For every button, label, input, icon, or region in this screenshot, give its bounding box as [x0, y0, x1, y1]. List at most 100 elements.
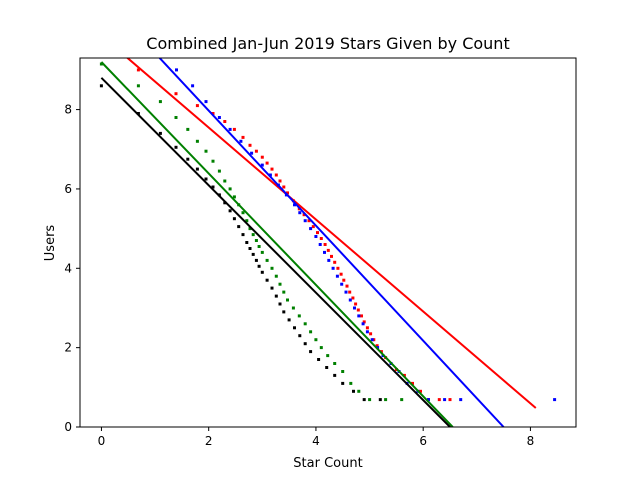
point-s3-19 — [260, 270, 264, 274]
point-s0-13 — [278, 179, 282, 183]
point-s3-17 — [254, 258, 258, 262]
point-s2-7 — [211, 159, 215, 163]
point-s2-33 — [333, 362, 337, 365]
point-s2-1 — [136, 84, 140, 88]
point-s0-3 — [211, 112, 215, 115]
point-s3-16 — [251, 252, 255, 256]
point-s2-31 — [319, 346, 323, 350]
point-s0-8 — [254, 149, 258, 153]
point-s0-33 — [354, 302, 358, 306]
point-s0-46 — [411, 381, 414, 385]
point-s1-28 — [370, 338, 374, 342]
point-s1-11 — [293, 203, 296, 207]
point-s2-27 — [297, 314, 301, 318]
point-s0-26 — [333, 260, 337, 264]
point-s3-36 — [378, 398, 382, 402]
point-s2-25 — [286, 298, 289, 302]
point-s1-17 — [323, 250, 326, 254]
point-s1-25 — [357, 314, 361, 318]
point-s0-39 — [372, 338, 376, 342]
point-s3-31 — [325, 366, 329, 369]
point-s2-15 — [248, 227, 252, 231]
point-s0-25 — [330, 254, 333, 258]
point-s3-26 — [293, 326, 296, 330]
x-tick-label-3: 6 — [419, 434, 427, 448]
point-s1-0 — [175, 68, 178, 72]
point-s0-31 — [348, 290, 352, 294]
point-s2-0 — [99, 62, 103, 66]
point-s1-16 — [318, 243, 322, 246]
point-s3-29 — [309, 350, 313, 354]
point-s0-0 — [136, 68, 140, 72]
point-s3-7 — [211, 185, 215, 189]
point-s0-30 — [345, 284, 349, 288]
point-s0-27 — [336, 266, 340, 270]
point-s0-18 — [302, 213, 306, 217]
point-s1-18 — [327, 258, 331, 262]
point-s3-5 — [195, 167, 199, 171]
point-s1-23 — [348, 298, 352, 302]
x-tick-label-1: 2 — [205, 434, 213, 448]
x-tick-label-4: 8 — [527, 434, 535, 448]
point-s0-11 — [270, 167, 274, 171]
point-s3-21 — [270, 286, 274, 290]
point-s3-27 — [298, 334, 302, 338]
point-s1-14 — [309, 227, 313, 231]
point-s0-35 — [360, 314, 363, 318]
point-s1-7 — [260, 163, 264, 167]
point-s1-2 — [204, 100, 208, 104]
point-s3-13 — [241, 233, 245, 237]
point-s3-12 — [237, 225, 241, 229]
y-tick-label-1: 2 — [64, 341, 72, 355]
point-s2-13 — [241, 211, 245, 215]
point-s3-0 — [99, 84, 103, 88]
point-s2-3 — [174, 116, 178, 119]
point-s0-38 — [369, 332, 373, 336]
point-s0-12 — [274, 173, 278, 177]
point-s1-26 — [361, 322, 365, 326]
point-s2-16 — [251, 233, 255, 237]
chart-title: Combined Jan-Jun 2019 Stars Given by Cou… — [146, 34, 509, 53]
point-s2-17 — [254, 239, 258, 242]
point-s1-13 — [303, 219, 307, 223]
y-tick-label-2: 4 — [64, 261, 72, 275]
point-s0-22 — [319, 237, 323, 240]
point-s3-33 — [341, 381, 345, 385]
point-s1-24 — [353, 306, 356, 310]
point-s3-4 — [186, 157, 190, 161]
point-s1-5 — [239, 139, 243, 143]
point-s1-21 — [340, 282, 344, 286]
point-s0-2 — [195, 104, 199, 108]
point-s0-37 — [365, 326, 369, 330]
x-tick-label-0: 0 — [98, 434, 106, 448]
point-s3-3 — [174, 145, 178, 149]
point-s2-24 — [282, 290, 286, 294]
point-s2-29 — [309, 330, 313, 334]
point-s1-15 — [314, 235, 318, 238]
point-s2-6 — [204, 149, 208, 153]
point-s2-22 — [274, 274, 278, 278]
point-s3-34 — [352, 389, 355, 393]
point-s3-32 — [333, 373, 337, 377]
plot-frame — [79, 57, 577, 428]
point-s2-30 — [314, 338, 318, 342]
y-tick-label-0: 0 — [64, 420, 72, 434]
point-s0-7 — [248, 143, 252, 147]
point-s1-27 — [365, 330, 369, 334]
point-s2-5 — [195, 139, 199, 143]
point-s3-14 — [245, 241, 249, 244]
point-s2-10 — [228, 187, 232, 191]
point-s1-1 — [191, 84, 195, 88]
point-s1-8 — [268, 173, 272, 177]
point-s2-19 — [260, 250, 264, 254]
fit-line-s1 — [158, 58, 505, 427]
point-s0-50 — [448, 398, 452, 402]
fit-line-s2 — [100, 61, 454, 427]
point-s0-6 — [241, 135, 245, 139]
point-s3-11 — [232, 217, 236, 221]
point-s0-34 — [356, 308, 360, 312]
fit-line-s0 — [126, 58, 537, 409]
point-s0-9 — [260, 155, 264, 159]
point-s3-35 — [362, 398, 366, 402]
